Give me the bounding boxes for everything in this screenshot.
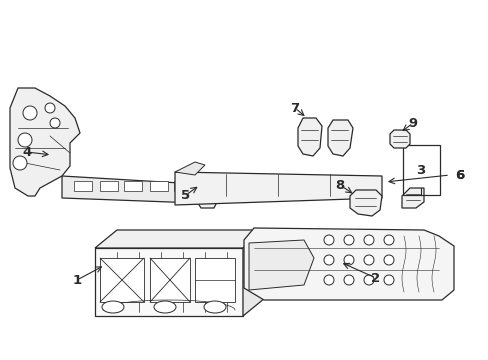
Text: 9: 9 — [407, 117, 417, 130]
Text: 8: 8 — [335, 179, 344, 192]
Bar — [100, 181, 118, 191]
Polygon shape — [10, 88, 80, 196]
Polygon shape — [95, 248, 243, 316]
Bar — [74, 181, 92, 191]
Bar — [174, 181, 192, 191]
Ellipse shape — [102, 301, 124, 313]
Ellipse shape — [203, 301, 225, 313]
Ellipse shape — [154, 301, 176, 313]
Polygon shape — [150, 258, 190, 302]
Circle shape — [343, 235, 353, 245]
Bar — [124, 181, 142, 191]
Polygon shape — [389, 130, 409, 148]
Text: 6: 6 — [454, 168, 464, 181]
Polygon shape — [175, 172, 381, 205]
Polygon shape — [327, 120, 352, 156]
Circle shape — [363, 275, 373, 285]
Circle shape — [343, 255, 353, 265]
Text: 3: 3 — [415, 163, 425, 176]
Text: 6: 6 — [454, 168, 464, 181]
Circle shape — [383, 275, 393, 285]
Circle shape — [343, 275, 353, 285]
Polygon shape — [62, 176, 197, 203]
Polygon shape — [175, 162, 204, 175]
Text: 7: 7 — [290, 102, 299, 114]
Polygon shape — [401, 188, 423, 208]
Bar — [402, 145, 439, 195]
Polygon shape — [196, 178, 221, 208]
Circle shape — [324, 275, 333, 285]
Polygon shape — [195, 258, 235, 302]
Circle shape — [324, 235, 333, 245]
Polygon shape — [243, 230, 264, 316]
Text: 2: 2 — [371, 271, 380, 284]
Text: 4: 4 — [22, 145, 32, 158]
Circle shape — [383, 255, 393, 265]
Circle shape — [45, 103, 55, 113]
Circle shape — [18, 133, 32, 147]
Polygon shape — [244, 228, 453, 300]
Circle shape — [324, 255, 333, 265]
Circle shape — [363, 255, 373, 265]
Circle shape — [383, 235, 393, 245]
Polygon shape — [95, 230, 264, 248]
Circle shape — [50, 118, 60, 128]
Polygon shape — [349, 190, 381, 216]
Circle shape — [13, 156, 27, 170]
Polygon shape — [248, 240, 313, 290]
Text: 5: 5 — [181, 189, 190, 202]
Bar — [150, 181, 168, 191]
Circle shape — [363, 235, 373, 245]
Circle shape — [23, 106, 37, 120]
Text: 1: 1 — [72, 274, 81, 287]
Polygon shape — [100, 258, 143, 302]
Polygon shape — [297, 118, 321, 156]
